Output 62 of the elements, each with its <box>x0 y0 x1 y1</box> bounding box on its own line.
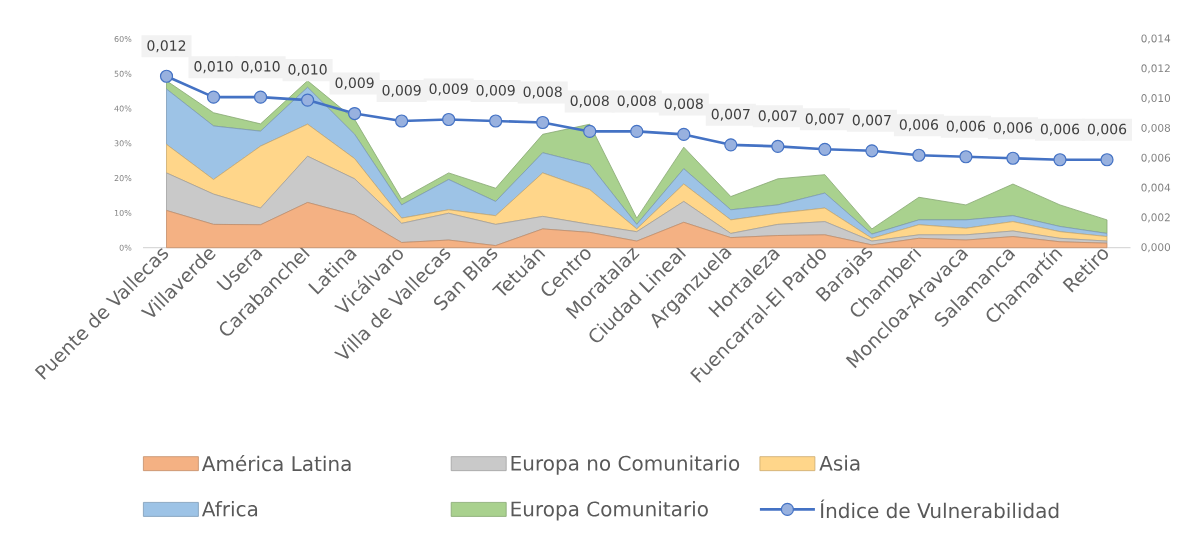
data-label: 0,009 <box>429 83 468 96</box>
data-label: 0,010 <box>194 61 233 74</box>
data-label: 0,009 <box>476 84 515 97</box>
data-label: 0,008 <box>664 98 703 111</box>
point <box>583 124 597 139</box>
point <box>912 148 926 162</box>
legend-label: Asia <box>819 455 860 471</box>
data-label: 0,010 <box>241 61 280 74</box>
data-label: 0,007 <box>758 110 797 123</box>
data-label: 0,010 <box>288 64 327 77</box>
y2-tick-label: 0,008 <box>1141 123 1171 133</box>
data-label: 0,008 <box>570 95 609 108</box>
legend-label: Europa no Comunitario <box>511 455 740 475</box>
data-label: 0,006 <box>1040 123 1080 136</box>
point <box>206 90 221 104</box>
y2-tick-label: 0,014 <box>1141 34 1171 44</box>
data-label: 0,007 <box>852 114 891 127</box>
point <box>771 139 785 153</box>
point <box>159 69 174 83</box>
y2-tick-label: 0,010 <box>1141 94 1171 104</box>
y-tick-label: 40% <box>114 105 132 112</box>
y2-tick-label: 0,004 <box>1141 183 1171 193</box>
point <box>1006 151 1020 165</box>
point <box>489 114 503 128</box>
legend-label: Europa Comunitario <box>511 501 708 521</box>
point <box>1100 153 1114 167</box>
point <box>865 144 879 158</box>
data-label: 0,008 <box>617 95 656 108</box>
y-tick-label: 30% <box>114 140 132 147</box>
point <box>630 124 644 139</box>
data-label: 0,006 <box>1087 123 1127 136</box>
point <box>536 115 550 130</box>
point <box>959 150 973 164</box>
y-tick-label: 60% <box>114 35 132 43</box>
data-label: 0,007 <box>805 113 844 126</box>
legend-label: Índice de Vulnerabilidad <box>820 499 1059 519</box>
data-label: 0,006 <box>899 119 939 132</box>
point <box>300 93 315 107</box>
legend-label: Africa <box>201 501 258 517</box>
data-label: 0,006 <box>946 120 986 133</box>
y-tick-label: 50% <box>114 70 132 77</box>
data-label: 0,012 <box>147 40 186 53</box>
data-label: 0,006 <box>993 122 1033 135</box>
point <box>395 114 409 128</box>
data-label: 0,009 <box>335 77 374 90</box>
y2-tick-label: 0,000 <box>1141 243 1171 253</box>
point <box>1053 153 1067 167</box>
data-label: 0,008 <box>523 86 562 99</box>
point <box>724 138 738 152</box>
data-label: 0,007 <box>711 108 750 121</box>
point <box>253 90 268 104</box>
y2-tick-label: 0,006 <box>1141 153 1171 163</box>
point <box>348 106 362 121</box>
legend-label: América Latina <box>201 454 351 472</box>
y2-tick-label: 0,012 <box>1141 64 1170 74</box>
point <box>442 112 456 127</box>
y-tick-label: 20% <box>114 175 132 182</box>
point <box>818 142 832 156</box>
point <box>677 127 691 141</box>
y2-tick-label: 0,002 <box>1141 213 1170 223</box>
y-tick-label: 10% <box>114 209 132 216</box>
data-label: 0,009 <box>382 84 421 97</box>
